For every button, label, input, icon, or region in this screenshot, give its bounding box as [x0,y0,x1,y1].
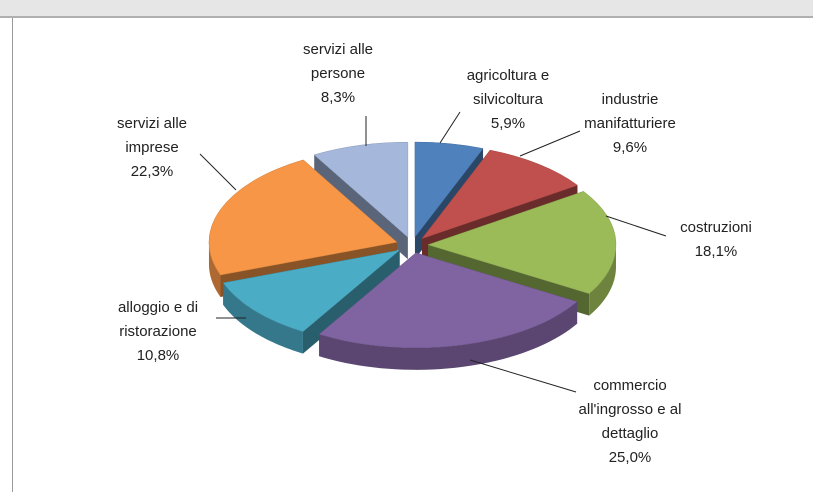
slice-wall [319,301,578,370]
category-label: alloggio e di ristorazione [117,299,199,340]
data-label: commercio all'ingrosso e al dettaglio 25,… [563,374,698,470]
value-label: 5,9% [490,115,526,132]
slice-top [414,141,484,238]
slice-top [318,252,578,349]
category-label: commercio all'ingrosso e al dettaglio [578,377,682,442]
value-label: 9,6% [612,139,648,156]
data-label: agricoltura e silvicoltura 5,9% [451,64,566,136]
leader-line [469,359,577,393]
category-label: servizi alle imprese [116,115,188,156]
top-bar [0,0,813,18]
category-label: industrie manifatturiere [584,91,676,132]
value-label: 18,1% [694,243,738,260]
value-label: 22,3% [130,163,174,180]
slice-wall [223,282,303,354]
data-label: costruzioni 18,1% [661,216,771,264]
category-label: costruzioni [680,219,752,236]
leader-line [439,111,461,144]
value-label: 10,8% [136,347,180,364]
leader-line [519,130,581,157]
left-border [12,18,13,492]
category-label: servizi alle persone [302,41,374,82]
data-label: servizi alle imprese 22,3% [97,112,207,184]
slice-top [208,159,398,276]
slice-top [427,191,617,294]
value-label: 8,3% [320,89,356,106]
data-label: servizi alle persone 8,3% [283,38,393,110]
leader-line [199,153,237,191]
slice-wall [208,242,221,297]
slice-top [313,141,409,238]
slice-top [222,249,401,332]
category-label: agricoltura e silvicoltura [466,67,550,108]
value-label: 25,0% [608,449,652,466]
leader-line [605,215,667,237]
slice-top [421,149,578,240]
pie-slice [318,252,578,370]
data-label: industrie manifatturiere 9,6% [570,88,690,160]
data-label: alloggio e di ristorazione 10,8% [101,296,216,368]
